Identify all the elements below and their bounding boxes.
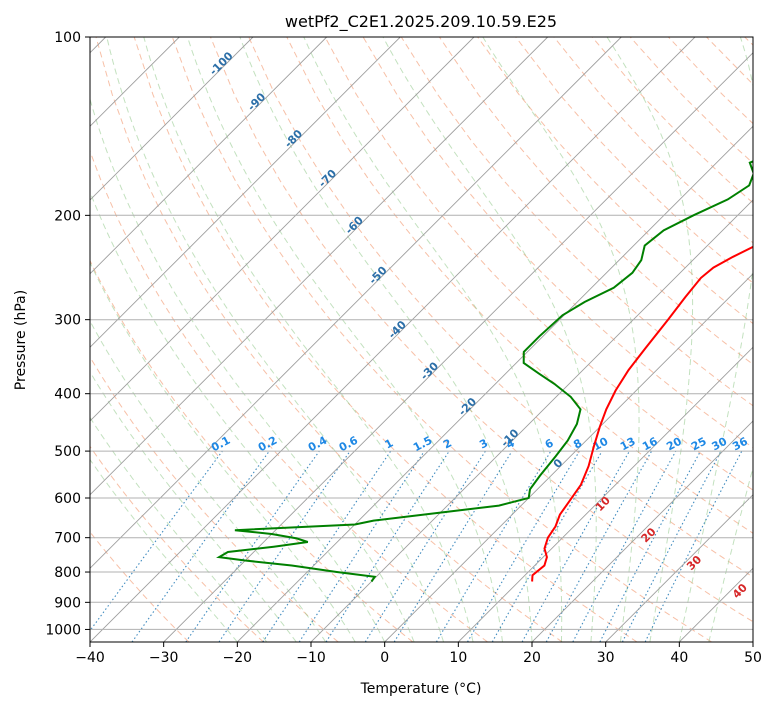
- profiles: [216, 160, 753, 583]
- moist-adiabat: [90, 261, 356, 642]
- moist-adiabat: [90, 370, 297, 642]
- y-tick-label: 700: [54, 531, 81, 547]
- isotherm: [384, 273, 753, 642]
- y-tick-label: 900: [54, 595, 81, 611]
- x-tick-label: 10: [449, 650, 467, 666]
- x-tick-label: 30: [597, 650, 615, 666]
- dry-adiabat: [90, 259, 414, 642]
- y-tick-label: 100: [54, 30, 81, 46]
- moist-adiabat: [303, 37, 563, 642]
- mixing-ratio-label: 36: [730, 435, 750, 454]
- mixing-ratio-label: 20: [664, 435, 684, 454]
- dewpoint-profile-line: [216, 160, 753, 583]
- isotherm: [90, 37, 328, 275]
- isotherm: [90, 37, 696, 642]
- dry-adiabat: [90, 356, 339, 642]
- y-tick-label: 200: [54, 208, 81, 224]
- x-axis: −40 −30 −20 −10 0 10 20 30 40 50: [75, 642, 762, 666]
- isotherm: [90, 37, 401, 348]
- dry-adiabat: [133, 37, 638, 642]
- isotherm: [457, 346, 753, 642]
- mixing-ratio-line: [644, 450, 743, 642]
- isotherm: [531, 420, 753, 642]
- mixing-ratio-label: 25: [689, 435, 709, 454]
- dry-adiabat: [477, 37, 753, 325]
- mixing-ratio-line: [185, 450, 320, 642]
- isotherm: [310, 199, 753, 642]
- mixing-ratio-line: [521, 450, 630, 642]
- x-tick-label: 50: [744, 650, 762, 666]
- moist-adiabat: [90, 190, 386, 642]
- x-tick-label: 40: [670, 650, 688, 666]
- x-tick-label: −30: [149, 650, 179, 666]
- mixing-ratio-line: [393, 450, 513, 642]
- moist-adiabat: [239, 37, 533, 642]
- isotherm: [163, 52, 753, 642]
- moist-adiabat: [606, 37, 694, 642]
- x-tick-label: −20: [223, 650, 253, 666]
- isotherm: [90, 37, 622, 569]
- y-tick-label: 1000: [45, 622, 81, 638]
- moist-adiabat: [382, 37, 597, 642]
- y-tick-label: 500: [54, 444, 81, 460]
- y-axis-title: Pressure (hPa): [13, 290, 29, 390]
- x-axis-title: Temperature (°C): [360, 681, 482, 697]
- mixing-ratio-label: 16: [640, 435, 660, 454]
- dry-adiabat: [90, 445, 264, 642]
- y-axis: 100 200 300 400 500 600 700 800 900 1000: [45, 30, 90, 638]
- moist-adiabat: [187, 37, 503, 642]
- dry-adiabat: [171, 37, 712, 642]
- mixing-ratio-line: [262, 450, 392, 642]
- y-tick-label: 400: [54, 387, 81, 403]
- mixing-ratio-label: 30: [710, 435, 730, 454]
- dry-adiabat: [248, 37, 753, 578]
- isotherm: [90, 37, 549, 496]
- moist-adiabat: [90, 320, 327, 642]
- isotherm: [90, 37, 475, 422]
- dry-adiabat: [515, 37, 753, 284]
- moist-adiabat: [106, 37, 445, 642]
- isotherm: [90, 37, 254, 201]
- mixing-ratio-line: [572, 450, 677, 642]
- x-tick-label: 20: [523, 650, 541, 666]
- moist-adiabat: [708, 465, 753, 642]
- mixing-ratio-line: [298, 450, 425, 642]
- mixing-ratio-line: [545, 450, 653, 642]
- mixing-ratio-line: [325, 450, 450, 642]
- plot-frame: [89, 36, 754, 643]
- dry-adiabat: [286, 37, 753, 534]
- dry-adiabat: [95, 37, 563, 642]
- x-tick-label: −40: [75, 650, 105, 666]
- moist-adiabat: [90, 458, 238, 642]
- grid-lines: [90, 37, 753, 642]
- y-tick-label: 800: [54, 565, 81, 581]
- isotherm: [605, 494, 753, 642]
- mixing-ratio-line: [90, 450, 223, 632]
- moist-adiabat: [143, 37, 474, 642]
- mixing-ratio-label: 13: [618, 435, 638, 454]
- y-tick-label: 600: [54, 491, 81, 507]
- mixing-ratio-line: [131, 450, 270, 642]
- x-tick-label: −10: [296, 650, 326, 666]
- dry-adiabat: [324, 37, 753, 491]
- chart-title: wetPf2_C2E1.2025.209.10.59.E25: [285, 12, 557, 32]
- dry-adiabat: [210, 37, 753, 623]
- x-tick-label: 0: [380, 650, 389, 666]
- moist-adiabat: [678, 37, 753, 642]
- y-tick-label: 300: [54, 313, 81, 329]
- temperature-profile-line: [531, 245, 753, 582]
- mixing-ratio-line: [218, 450, 351, 642]
- isotherm: [236, 125, 753, 642]
- moist-adiabat: [90, 416, 268, 642]
